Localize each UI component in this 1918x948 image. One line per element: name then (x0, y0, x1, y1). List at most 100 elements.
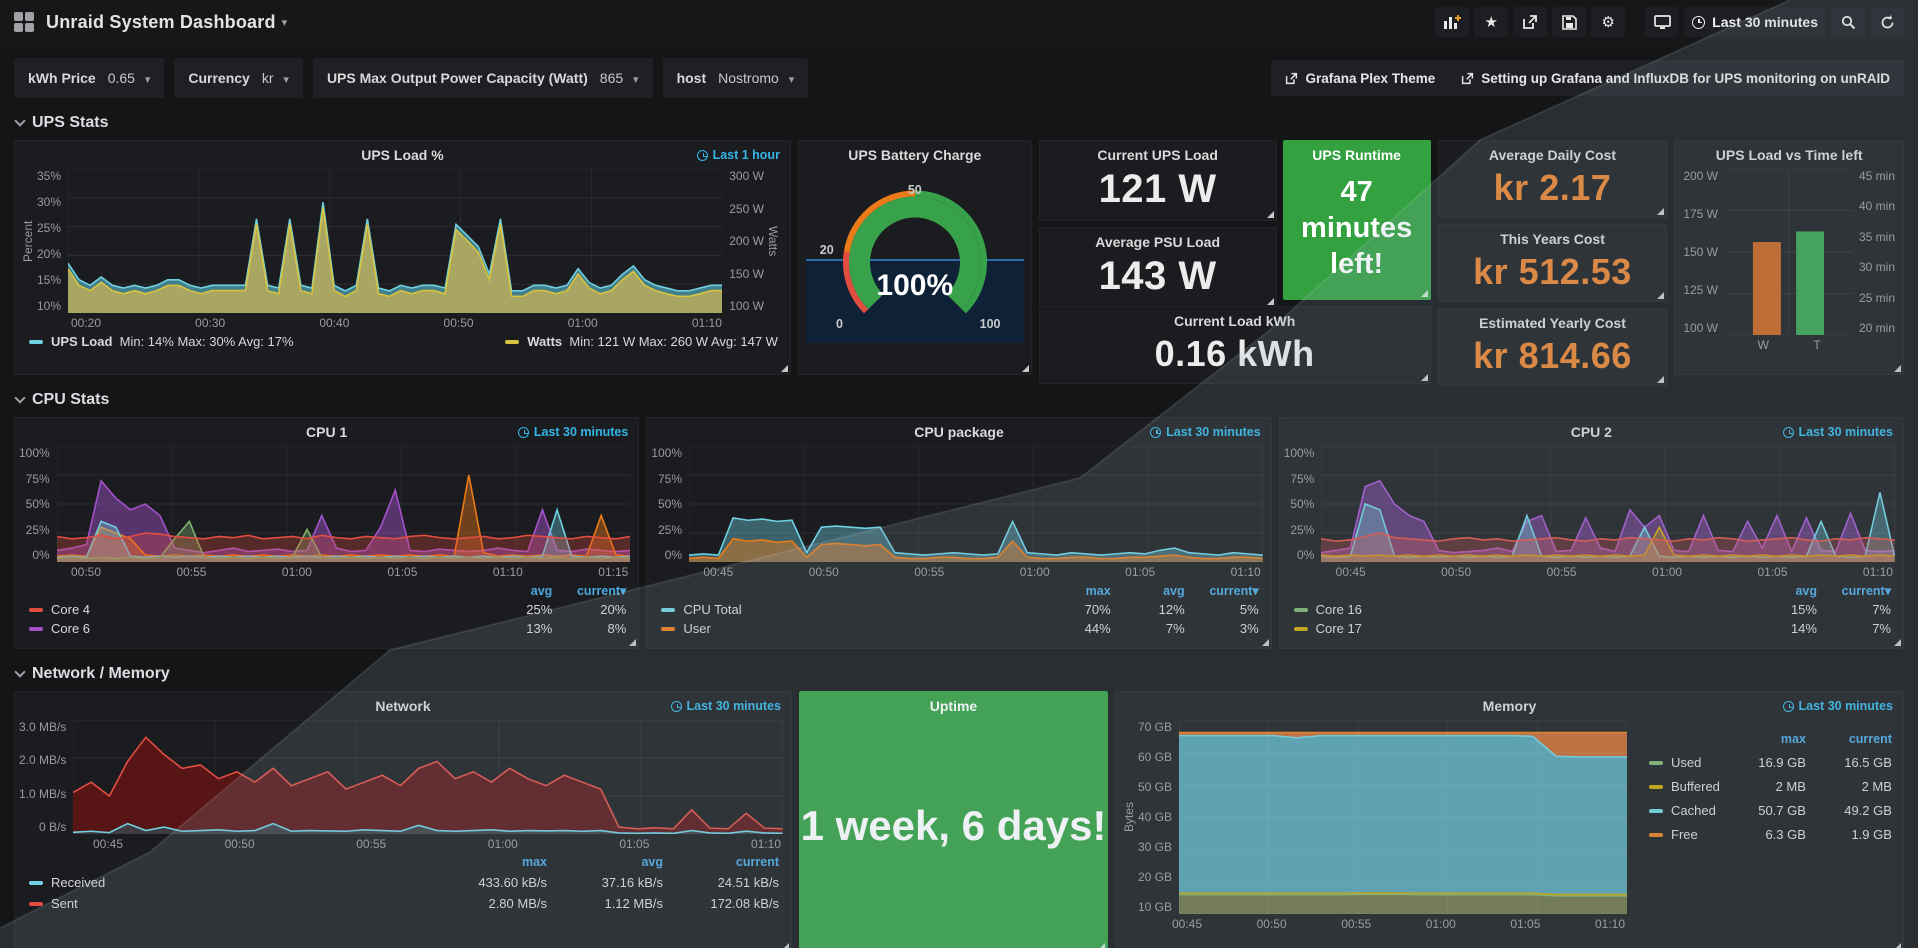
stat-title[interactable]: Current UPS Load (1097, 147, 1218, 163)
panel-this-years-cost: This Years Cost kr 512.53 (1437, 224, 1668, 302)
legend-item[interactable]: User (661, 621, 1036, 636)
refresh-icon (1881, 14, 1893, 28)
network-chart[interactable] (73, 720, 783, 834)
legend-item[interactable]: Core 17 (1293, 621, 1743, 636)
cycle-view-button[interactable] (1645, 7, 1680, 37)
variable-value-dropdown[interactable]: Nostromo ▾ (718, 70, 795, 86)
section-ups-stats[interactable]: UPS Stats (14, 114, 1918, 132)
legend-item[interactable]: Free (1649, 827, 1720, 842)
panel-time-badge[interactable]: Last 30 minutes (1782, 425, 1893, 439)
stat-title[interactable]: Average Daily Cost (1488, 147, 1617, 163)
legend-item[interactable]: Core 6 (29, 621, 478, 636)
link-grafana-influxdb-ups[interactable]: Setting up Grafana and InfluxDB for UPS … (1461, 71, 1890, 86)
title-caret-icon[interactable]: ▾ (281, 16, 288, 29)
cpu1-chart[interactable] (56, 446, 631, 562)
stat-title[interactable]: Uptime (929, 698, 978, 714)
legend-item[interactable]: Watts Min: 121 W Max: 260 W Avg: 147 W (505, 334, 778, 349)
panel-time-badge[interactable]: Last 30 minutes (1150, 425, 1261, 439)
panel-title[interactable]: CPU 1 (306, 424, 348, 440)
legend-item[interactable]: CPU Total (661, 602, 1036, 617)
stat-title[interactable]: This Years Cost (1500, 231, 1605, 247)
stat-title[interactable]: UPS Runtime (1312, 147, 1401, 163)
legend-item[interactable]: Core 16 (1293, 602, 1743, 617)
panel-average-daily-cost: Average Daily Cost kr 2.17 (1437, 140, 1668, 218)
panel-time-badge[interactable]: Last 1 hour (696, 148, 780, 162)
stat-value: kr 2.17 (1493, 167, 1612, 208)
variable-value-dropdown[interactable]: 865 ▾ (599, 70, 639, 86)
ups-load-chart[interactable] (68, 169, 723, 313)
variable-label: UPS Max Output Power Capacity (Watt) (326, 70, 588, 86)
stat-title[interactable]: Current Load kWh (1173, 313, 1296, 329)
x-axis: 00:20 00:30 00:40 00:50 01:00 01:10 (71, 316, 722, 330)
section-cpu-stats[interactable]: CPU Stats (14, 391, 1918, 409)
y-axis-label-left: Percent (21, 220, 35, 262)
panel-title[interactable]: UPS Load % (361, 147, 444, 163)
add-panel-button[interactable] (1435, 7, 1470, 37)
y-axis-left: 70 GB 60 GB 50 GB 40 GB 30 GB 20 GB 10 GB (1138, 720, 1173, 914)
stat-value: 1 week, 6 days! (800, 802, 1107, 849)
section-network-memory[interactable]: Network / Memory (14, 665, 1918, 683)
time-range-picker[interactable]: Last 30 minutes (1684, 7, 1826, 37)
monitor-icon (1653, 14, 1671, 29)
variable-value-dropdown[interactable]: 0.65 ▾ (107, 70, 151, 86)
legend-item[interactable]: Received (29, 875, 431, 890)
settings-button[interactable]: ⚙ (1591, 7, 1626, 37)
legend-item[interactable]: Cached (1649, 803, 1720, 818)
panel-ups-battery-charge: UPS Battery Charge 100% 0 20 50 100 (797, 140, 1032, 375)
cpu2-chart[interactable] (1321, 446, 1895, 562)
star-button[interactable]: ★ (1474, 7, 1509, 37)
legend-item[interactable]: UPS Load Min: 14% Max: 30% Avg: 17% (29, 334, 294, 349)
y-axis-left: 200 W 175 W 150 W 125 W 100 W (1683, 169, 1718, 335)
variable-kwh-price: kWh Price 0.65 ▾ (14, 58, 165, 98)
panel-title[interactable]: CPU 2 (1570, 424, 1612, 440)
legend-item[interactable]: Buffered (1649, 779, 1720, 794)
panel-title[interactable]: UPS Load vs Time left (1715, 147, 1863, 163)
panel-title[interactable]: Memory (1482, 698, 1537, 714)
variable-label: host (676, 70, 707, 86)
clock-icon (670, 700, 682, 712)
x-axis: 00:50 00:55 01:00 01:05 01:10 01:15 (71, 565, 629, 579)
panel-current-ups-load: Current UPS Load 121 W (1038, 140, 1277, 221)
x-axis: 00:45 00:50 00:55 01:00 01:05 01:10 (1172, 917, 1625, 931)
memory-legend: max current Used 16.9 GB 16.5 GB Buffered … (1635, 718, 1903, 933)
legend-item[interactable]: Sent (29, 896, 431, 911)
variable-value-dropdown[interactable]: kr ▾ (261, 70, 289, 86)
battery-gauge[interactable]: 100% 0 20 50 100 (799, 167, 1031, 349)
stat-value: kr 512.53 (1473, 251, 1632, 292)
panel-title[interactable]: UPS Battery Charge (848, 147, 982, 163)
chevron-down-icon (14, 666, 26, 678)
cpu-package-chart[interactable] (689, 446, 1263, 562)
panel-uptime: Uptime 1 week, 6 days! (799, 691, 1108, 948)
legend-item[interactable]: Core 4 (29, 602, 478, 617)
panel-time-badge[interactable]: Last 30 minutes (517, 425, 628, 439)
x-axis: 00:45 00:50 00:55 01:00 01:05 01:10 (703, 565, 1261, 579)
stat-title[interactable]: Average PSU Load (1095, 234, 1220, 250)
stat-value: kr 814.66 (1473, 335, 1632, 376)
refresh-button[interactable] (1870, 7, 1904, 37)
gauge-tick: 0 (836, 316, 843, 331)
panel-time-badge[interactable]: Last 30 minutes (670, 699, 781, 713)
gauge-tick: 50 (907, 183, 922, 198)
caret-down-icon: ▾ (633, 74, 639, 86)
link-grafana-plex-theme[interactable]: Grafana Plex Theme (1285, 71, 1435, 86)
variable-host: host Nostromo ▾ (662, 58, 809, 98)
chevron-down-icon (14, 392, 26, 404)
save-button[interactable] (1552, 7, 1587, 37)
apps-grid-icon[interactable] (14, 12, 34, 32)
dashboard-title[interactable]: Unraid System Dashboard (46, 11, 276, 32)
panel-title[interactable]: Network (375, 698, 431, 714)
top-navbar: Unraid System Dashboard ▾ ★ ⚙ (0, 0, 1918, 44)
legend-item[interactable]: Used (1649, 755, 1720, 770)
panel-time-badge[interactable]: Last 30 minutes (1782, 699, 1893, 713)
variable-currency: Currency kr ▾ (174, 58, 303, 98)
load-vs-time-chart[interactable] (1725, 169, 1852, 335)
variable-label: kWh Price (28, 70, 96, 86)
stat-title[interactable]: Estimated Yearly Cost (1479, 315, 1626, 331)
panel-title[interactable]: CPU package (914, 424, 1004, 440)
memory-chart[interactable] (1179, 720, 1627, 914)
x-axis: 00:45 00:50 00:55 01:00 01:05 01:10 (1335, 565, 1893, 579)
search-button[interactable] (1831, 7, 1865, 37)
ups-load-legend: UPS Load Min: 14% Max: 30% Avg: 17% Watt… (15, 332, 790, 355)
share-button[interactable] (1513, 7, 1548, 37)
